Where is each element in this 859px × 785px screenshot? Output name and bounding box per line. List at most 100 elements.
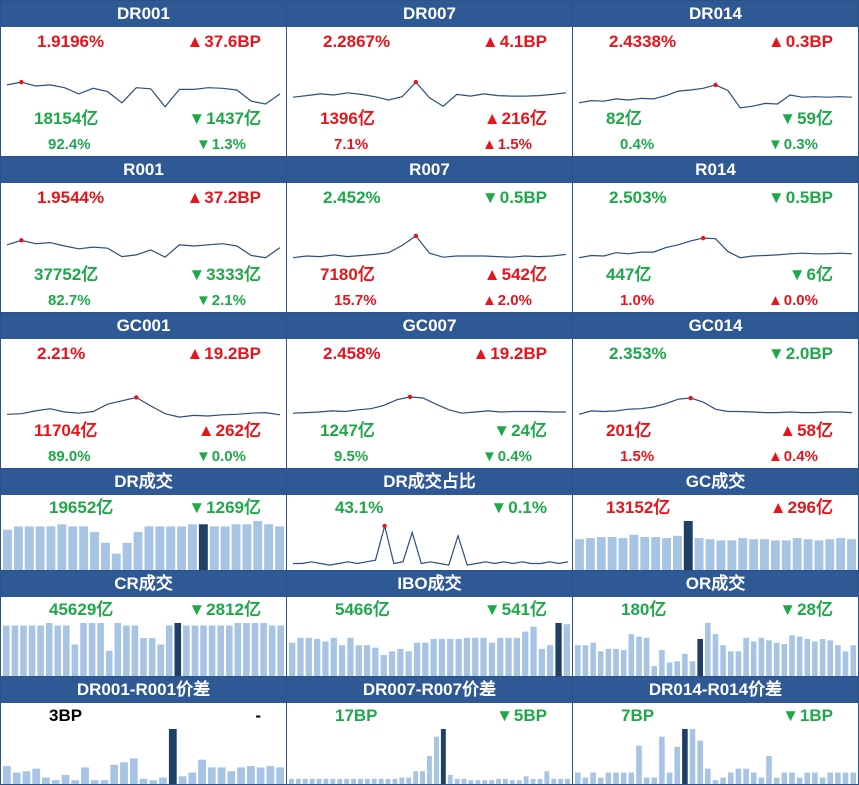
up-arrow-icon: ▲ (197, 421, 215, 440)
volume-value-text: 1247亿 (320, 421, 375, 440)
rate-value-text: 2.2867% (323, 32, 391, 51)
bar (735, 768, 742, 784)
bar (12, 772, 21, 784)
bar (234, 623, 242, 676)
bar (455, 639, 462, 676)
bar (651, 666, 658, 676)
volume-change: ▲58亿 (723, 421, 833, 441)
bar (705, 539, 715, 570)
panel-change-text: 5BP (513, 706, 547, 725)
bar (590, 772, 596, 784)
bar (712, 634, 719, 676)
bar (682, 729, 688, 784)
panel-change-text: - (255, 706, 261, 725)
bar (597, 777, 604, 784)
rate-sparkline (578, 82, 853, 109)
bar (804, 639, 811, 676)
bar (289, 778, 294, 784)
rate-sparkline (578, 235, 853, 259)
bar (825, 539, 835, 570)
rate-sparkline (292, 233, 567, 259)
rate-change: ▲19.2BP (151, 344, 261, 364)
down-arrow-icon: ▼ (788, 265, 806, 284)
panel-title: R001 (1, 157, 286, 183)
bar (749, 539, 759, 570)
series-line (292, 235, 567, 259)
volume-value-text: 7180亿 (320, 265, 375, 284)
volume-change: ▼6亿 (723, 265, 833, 285)
bar (208, 625, 216, 676)
bar (323, 778, 329, 784)
rate-sparkline (292, 394, 566, 414)
bar (188, 772, 197, 784)
rate-panel-gc007: GC007 2.458% ▲19.2BP 1247亿 ▼24亿 9.5% ▼0.4% (286, 312, 573, 469)
panel-title: R014 (573, 157, 858, 183)
ratio-change: ▼0.4% (437, 447, 532, 467)
ratio-change: ▼1.3% (151, 135, 246, 155)
bar (11, 625, 19, 676)
rate-value: 2.353% (609, 344, 667, 364)
panel-value-text: 45629亿 (49, 600, 114, 619)
rate-change: ▲19.2BP (437, 344, 547, 364)
volume-value: 82亿 (606, 109, 642, 129)
bar (371, 778, 377, 784)
bar (682, 653, 688, 676)
bar (683, 521, 693, 570)
bar (42, 777, 50, 784)
bar (242, 524, 252, 570)
bar (413, 642, 421, 676)
rate-sparkline (6, 395, 281, 418)
ratio-change-text: 0.3% (783, 136, 818, 153)
bar (743, 637, 749, 676)
bar (217, 625, 224, 676)
rate-value-text: 2.503% (609, 188, 667, 207)
ratio-value: 9.5% (334, 447, 368, 467)
volume-panel-8: DR014-R014价差 7BP ▼1BP (572, 676, 859, 785)
bar (155, 526, 165, 570)
volume-bar-chart (3, 521, 284, 570)
bar (144, 526, 154, 570)
series-line (578, 84, 853, 109)
volume-value-text: 82亿 (606, 109, 642, 128)
panel-change-text: 2812亿 (206, 600, 261, 619)
bar (253, 521, 263, 570)
ratio-change-text: 2.0% (497, 292, 532, 309)
down-arrow-icon: ▼ (188, 109, 206, 128)
bar (743, 768, 749, 784)
bar (264, 524, 274, 570)
bar (159, 777, 167, 784)
ratio-change-text: 1.3% (211, 136, 246, 153)
up-arrow-icon: ▲ (767, 448, 783, 465)
volume-panel-3: CR成交 45629亿 ▼2812亿 (0, 570, 287, 677)
volume-change-text: 58亿 (797, 421, 833, 440)
bar (694, 538, 704, 570)
bar (430, 639, 437, 676)
bar (472, 637, 479, 676)
bar (123, 625, 130, 676)
bar (659, 650, 665, 676)
bar (819, 777, 826, 784)
volume-value: 1396亿 (320, 109, 375, 129)
bar (174, 623, 182, 676)
bar (13, 526, 23, 570)
bar (720, 645, 726, 676)
panel-title: DR成交 (1, 469, 286, 495)
bar (97, 623, 104, 676)
panel-title: GC成交 (573, 469, 858, 495)
panel-value: 13152亿 (606, 498, 670, 518)
volume-value: 18154亿 (34, 109, 98, 129)
rate-value: 2.21% (37, 344, 85, 364)
bar (220, 526, 230, 570)
bar (482, 780, 488, 784)
panel-change: ▼0.1% (437, 498, 547, 518)
bar (505, 637, 512, 676)
down-arrow-icon: ▼ (779, 109, 797, 128)
bar (80, 623, 87, 676)
bar (766, 640, 772, 676)
panel-title: GC007 (287, 313, 572, 339)
bar (237, 767, 245, 784)
rate-change-text: 4.1BP (499, 32, 547, 51)
ratio-change: ▲0.4% (723, 447, 818, 467)
bar (789, 635, 795, 676)
bar (666, 662, 673, 676)
